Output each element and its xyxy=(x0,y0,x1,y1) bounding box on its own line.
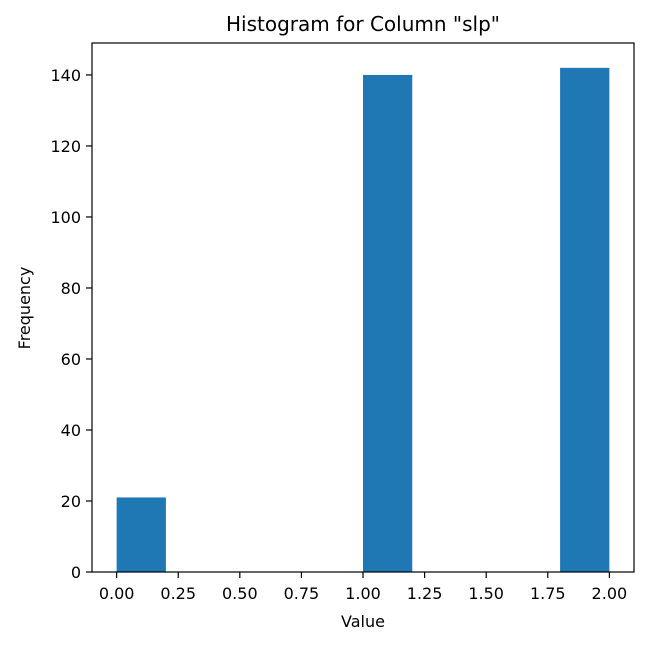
y-tick-label-1: 20 xyxy=(61,492,81,511)
y-tick-label-3: 60 xyxy=(61,350,81,369)
y-tick-label-7: 140 xyxy=(50,66,81,85)
histogram-bar-5 xyxy=(363,74,413,573)
y-tick-label-5: 100 xyxy=(50,208,81,227)
y-tick-label-0: 0 xyxy=(71,563,81,582)
y-axis-label: Frequency xyxy=(15,267,34,350)
x-tick-label-3: 0.75 xyxy=(284,584,320,603)
x-tick-label-1: 0.25 xyxy=(160,584,196,603)
histogram-bar-9 xyxy=(560,67,610,572)
x-tick-label-4: 1.00 xyxy=(345,584,381,603)
x-axis-label: Value xyxy=(341,612,385,631)
chart-title: Histogram for Column "slp" xyxy=(226,12,500,36)
x-tick-label-7: 1.75 xyxy=(530,584,566,603)
y-tick-label-2: 40 xyxy=(61,421,81,440)
x-tick-label-2: 0.50 xyxy=(222,584,258,603)
bars-group xyxy=(116,67,610,573)
x-tick-label-0: 0.00 xyxy=(99,584,135,603)
x-axis-ticks: 0.00 0.25 0.50 0.75 1.00 1.25 1.50 1.75 2.00 xyxy=(99,572,627,603)
x-tick-label-8: 2.00 xyxy=(592,584,628,603)
y-tick-label-4: 80 xyxy=(61,279,81,298)
x-tick-label-6: 1.50 xyxy=(468,584,504,603)
y-axis-ticks: 0 20 40 60 80 100 120 140 xyxy=(50,66,92,582)
y-tick-label-6: 120 xyxy=(50,137,81,156)
x-tick-label-5: 1.25 xyxy=(407,584,443,603)
histogram-bar-0 xyxy=(116,497,166,572)
